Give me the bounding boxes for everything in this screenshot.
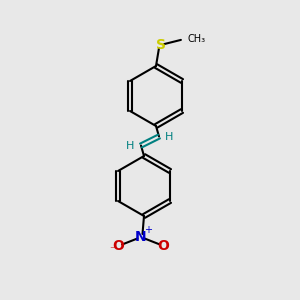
Text: N: N bbox=[135, 230, 147, 244]
Text: O: O bbox=[158, 239, 169, 253]
Text: +: + bbox=[144, 225, 152, 236]
Text: H: H bbox=[165, 131, 174, 142]
Text: S: S bbox=[155, 38, 166, 52]
Text: O: O bbox=[112, 239, 124, 253]
Text: ⁻: ⁻ bbox=[109, 245, 115, 256]
Text: CH₃: CH₃ bbox=[188, 34, 206, 44]
Text: H: H bbox=[126, 140, 135, 151]
